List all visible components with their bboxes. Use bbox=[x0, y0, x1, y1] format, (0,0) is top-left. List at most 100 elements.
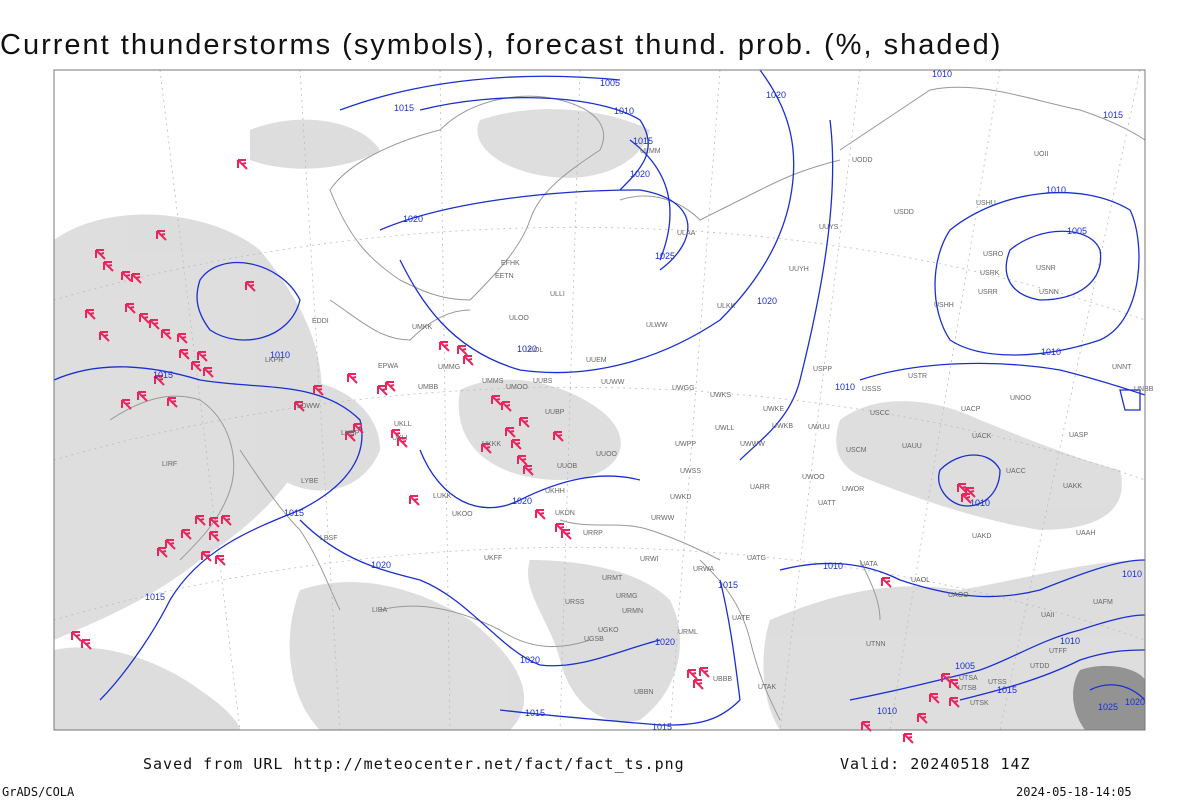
isobar-label: 1020 bbox=[1125, 697, 1145, 707]
thunderstorm-symbol bbox=[137, 391, 148, 402]
station-label: UGSB bbox=[584, 636, 604, 643]
thunderstorm-symbol bbox=[201, 551, 212, 562]
thunderstorm-symbol bbox=[131, 273, 142, 284]
station-label: UTFF bbox=[1049, 648, 1067, 655]
thunderstorm-symbol bbox=[161, 329, 172, 340]
station-label: UUBS bbox=[533, 378, 553, 385]
station-label: URWW bbox=[651, 515, 675, 522]
thunderstorm-symbol bbox=[209, 531, 220, 542]
isobar-label: 1005 bbox=[600, 78, 620, 88]
station-label: UKLL bbox=[394, 421, 412, 428]
thunderstorm-symbol bbox=[121, 271, 132, 282]
station-label: USHH bbox=[934, 302, 954, 309]
thunderstorm-symbol bbox=[99, 331, 110, 342]
station-label: UMOO bbox=[506, 384, 528, 391]
station-label: EPWA bbox=[378, 363, 399, 370]
thunderstorm-symbol bbox=[491, 395, 502, 406]
station-label: ULLI bbox=[550, 291, 565, 298]
station-label: UUWW bbox=[601, 379, 625, 386]
thunderstorm-symbol bbox=[167, 397, 178, 408]
graticule bbox=[53, 69, 1146, 731]
thunderstorm-symbol bbox=[949, 697, 960, 708]
thunderstorm-symbol bbox=[463, 355, 474, 366]
station-label: UKKK bbox=[482, 441, 501, 448]
station-label: UWWW bbox=[740, 441, 765, 448]
station-label: UBBB bbox=[713, 676, 732, 683]
thunderstorm-symbol bbox=[215, 555, 226, 566]
thunderstorm-symbol bbox=[179, 349, 190, 360]
station-label: URRP bbox=[583, 530, 603, 537]
station-label: ULOL bbox=[525, 347, 543, 354]
thunderstorm-symbol bbox=[103, 261, 114, 272]
station-label: UMMG bbox=[438, 364, 460, 371]
thunderstorm-symbol bbox=[209, 517, 220, 528]
thunderstorm-symbol bbox=[687, 669, 698, 680]
isobar-label: 1020 bbox=[512, 496, 532, 506]
thunderstorm-symbol bbox=[181, 529, 192, 540]
station-label: ULWW bbox=[646, 322, 668, 329]
thunderstorm-symbol bbox=[917, 713, 928, 724]
probability-shading bbox=[54, 109, 1145, 730]
isobar-label: 1015 bbox=[997, 685, 1017, 695]
station-label: UAFM bbox=[1093, 599, 1113, 606]
station-label: UTAK bbox=[758, 684, 776, 691]
station-label: EETN bbox=[495, 273, 514, 280]
source-url: Saved from URL http://meteocenter.net/fa… bbox=[143, 755, 685, 773]
station-label: LOWW bbox=[297, 403, 320, 410]
thunderstorm-symbol bbox=[347, 373, 358, 384]
isobar-label: 1020 bbox=[655, 637, 675, 647]
station-label: UUYH bbox=[789, 266, 809, 273]
station-label: USCC bbox=[870, 410, 890, 417]
thunderstorm-symbol bbox=[949, 679, 960, 690]
thunderstorm-symbol bbox=[961, 493, 972, 504]
isobar-label: 1010 bbox=[1041, 347, 1061, 357]
thunderstorm-symbol bbox=[353, 423, 364, 434]
station-label: UKLI bbox=[392, 435, 408, 442]
thunderstorm-symbol bbox=[245, 281, 256, 292]
thunderstorm-symbol bbox=[157, 547, 168, 558]
thunderstorm-symbol bbox=[154, 375, 165, 386]
isobar-label: 1010 bbox=[1046, 185, 1066, 195]
thunderstorm-symbol bbox=[377, 385, 388, 396]
isobar-label: 1005 bbox=[1067, 226, 1087, 236]
thunderstorm-symbol bbox=[294, 401, 305, 412]
station-label: UAOL bbox=[911, 577, 930, 584]
station-label: URWI bbox=[640, 556, 659, 563]
station-label: UWSS bbox=[680, 468, 701, 475]
station-label: UTDD bbox=[1030, 663, 1049, 670]
station-label: UWLL bbox=[715, 425, 735, 432]
thunderstorm-symbol bbox=[345, 431, 356, 442]
station-label: UATT bbox=[818, 500, 836, 507]
isobar-label: 1015 bbox=[145, 592, 165, 602]
station-label: UWKB bbox=[772, 423, 793, 430]
thunderstorm-symbol bbox=[191, 361, 202, 372]
station-label: UOII bbox=[1034, 151, 1048, 158]
station-label: UKHH bbox=[545, 488, 565, 495]
station-label: URSS bbox=[565, 599, 585, 606]
station-label: EDDI bbox=[312, 318, 329, 325]
map-labels: 1005 1010 1015 1015 1020 1020 1025 1020 1010 1015… bbox=[145, 69, 1154, 732]
station-label: LYBE bbox=[301, 478, 319, 485]
station-label: LHBP bbox=[341, 430, 360, 437]
isobar-label: 1020 bbox=[520, 655, 540, 665]
isobar-label: 1020 bbox=[766, 90, 786, 100]
isobar-label: 1010 bbox=[877, 706, 897, 716]
isobar-label: 1010 bbox=[932, 69, 952, 79]
station-label: UWOO bbox=[802, 474, 825, 481]
isobar-label: 1010 bbox=[614, 106, 634, 116]
station-label: UTSA bbox=[959, 675, 978, 682]
station-label: UNNT bbox=[1112, 364, 1132, 371]
thunderstorm-symbol bbox=[535, 509, 546, 520]
station-label: LIRF bbox=[162, 461, 177, 468]
thunderstorm-symbol bbox=[457, 345, 468, 356]
thunderstorm-symbol bbox=[95, 249, 106, 260]
thunderstorm-symbol bbox=[903, 733, 914, 744]
thunderstorm-symbol bbox=[505, 427, 516, 438]
thunderstorm-symbol bbox=[125, 303, 136, 314]
station-label: ULMM bbox=[640, 148, 661, 155]
station-label: UUEM bbox=[586, 357, 607, 364]
thunderstorm-symbol bbox=[197, 351, 208, 362]
station-label: UUOO bbox=[596, 451, 618, 458]
isobar-label: 1015 bbox=[633, 136, 653, 146]
isobar-label: 1020 bbox=[517, 344, 537, 354]
